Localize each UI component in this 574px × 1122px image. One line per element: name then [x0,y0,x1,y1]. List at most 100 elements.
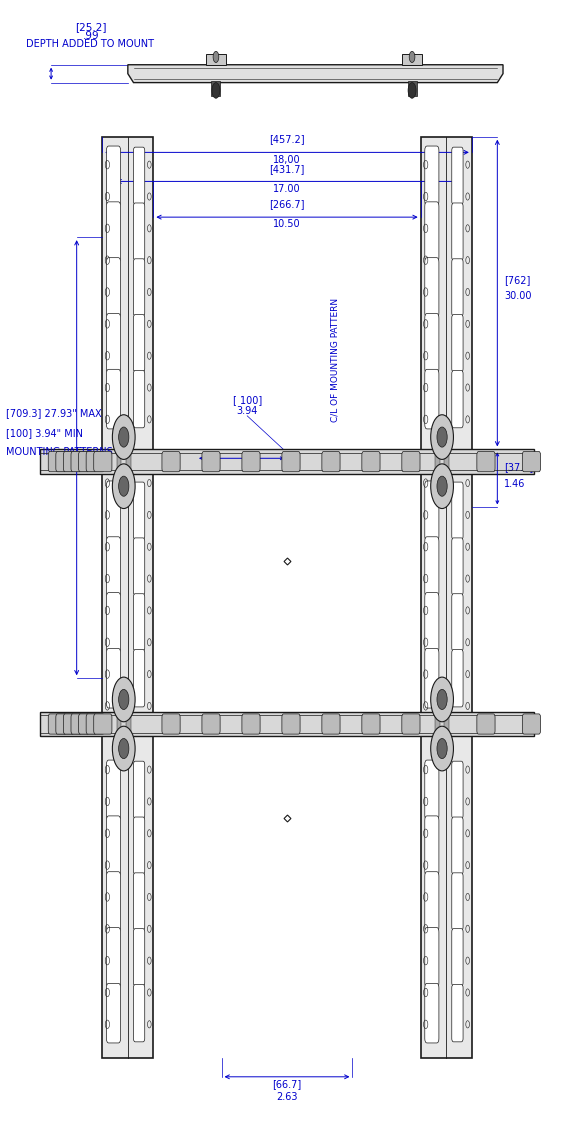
FancyBboxPatch shape [452,259,463,316]
Bar [117,711,122,736]
FancyBboxPatch shape [106,258,121,318]
FancyBboxPatch shape [106,816,121,875]
Bar [444,449,449,473]
FancyBboxPatch shape [202,451,220,471]
Text: [66.7]: [66.7] [273,1079,301,1089]
FancyBboxPatch shape [242,451,260,471]
Text: MOUNTING PATTERNS: MOUNTING PATTERNS [6,448,113,457]
FancyBboxPatch shape [106,872,121,931]
Polygon shape [128,65,503,83]
Circle shape [437,476,447,496]
FancyBboxPatch shape [425,760,439,820]
Circle shape [437,738,447,758]
FancyBboxPatch shape [452,147,463,204]
Circle shape [119,738,129,758]
FancyBboxPatch shape [282,451,300,471]
Bar [126,711,130,736]
FancyBboxPatch shape [452,594,463,651]
Bar [421,137,472,1058]
Bar [408,82,417,96]
Text: 30.00: 30.00 [504,292,532,302]
FancyBboxPatch shape [63,714,82,734]
Bar [402,54,422,65]
FancyBboxPatch shape [452,761,463,819]
FancyBboxPatch shape [133,537,145,596]
FancyBboxPatch shape [242,714,260,734]
Circle shape [119,476,129,496]
Bar [102,137,153,1058]
FancyBboxPatch shape [106,983,121,1043]
FancyBboxPatch shape [133,482,145,540]
FancyBboxPatch shape [79,714,97,734]
Circle shape [113,726,135,771]
Circle shape [119,689,129,709]
FancyBboxPatch shape [425,816,439,875]
FancyBboxPatch shape [133,314,145,373]
FancyBboxPatch shape [48,451,67,471]
Text: 2.63: 2.63 [276,1093,298,1103]
FancyBboxPatch shape [133,761,145,819]
FancyBboxPatch shape [106,369,121,429]
FancyBboxPatch shape [452,482,463,540]
FancyBboxPatch shape [106,592,121,652]
FancyBboxPatch shape [56,714,74,734]
FancyBboxPatch shape [425,536,439,597]
Circle shape [213,52,219,63]
FancyBboxPatch shape [452,203,463,260]
FancyBboxPatch shape [322,451,340,471]
FancyBboxPatch shape [402,451,420,471]
FancyBboxPatch shape [71,451,89,471]
FancyBboxPatch shape [425,313,439,374]
FancyBboxPatch shape [202,714,220,734]
Circle shape [437,427,447,448]
Circle shape [430,677,453,721]
FancyBboxPatch shape [402,714,420,734]
Text: [100] 3.94" MIN: [100] 3.94" MIN [6,429,83,439]
FancyBboxPatch shape [133,370,145,427]
FancyBboxPatch shape [133,929,145,986]
Circle shape [408,83,416,99]
FancyBboxPatch shape [425,258,439,318]
Text: [431.7]: [431.7] [269,164,305,174]
Text: C/L OF MOUNTING PATTERN: C/L OF MOUNTING PATTERN [331,298,340,422]
FancyBboxPatch shape [425,369,439,429]
FancyBboxPatch shape [452,650,463,707]
FancyBboxPatch shape [452,537,463,596]
FancyBboxPatch shape [452,984,463,1042]
Circle shape [409,52,415,63]
FancyBboxPatch shape [106,928,121,987]
Text: 1.46: 1.46 [504,479,526,489]
FancyBboxPatch shape [162,451,180,471]
FancyBboxPatch shape [322,714,340,734]
FancyBboxPatch shape [71,714,89,734]
Text: [762]: [762] [504,275,530,285]
FancyBboxPatch shape [162,714,180,734]
FancyBboxPatch shape [477,714,495,734]
FancyBboxPatch shape [106,202,121,261]
Text: 18,00: 18,00 [273,155,301,165]
FancyBboxPatch shape [522,451,541,471]
Bar [126,449,130,473]
FancyBboxPatch shape [425,146,439,205]
FancyBboxPatch shape [425,202,439,261]
Text: [ 100]: [ 100] [232,395,262,405]
FancyBboxPatch shape [133,203,145,260]
Text: [457.2]: [457.2] [269,135,305,145]
FancyBboxPatch shape [425,872,439,931]
FancyBboxPatch shape [106,481,121,541]
FancyBboxPatch shape [522,714,541,734]
Circle shape [437,689,447,709]
Circle shape [430,726,453,771]
FancyBboxPatch shape [452,929,463,986]
FancyBboxPatch shape [452,314,463,373]
Text: 3.94: 3.94 [236,406,258,416]
FancyBboxPatch shape [362,451,380,471]
Bar [211,82,220,96]
Bar [117,449,122,473]
FancyBboxPatch shape [106,146,121,205]
FancyBboxPatch shape [86,714,104,734]
FancyBboxPatch shape [425,592,439,652]
FancyBboxPatch shape [452,370,463,427]
FancyBboxPatch shape [106,649,121,708]
Bar [435,711,440,736]
